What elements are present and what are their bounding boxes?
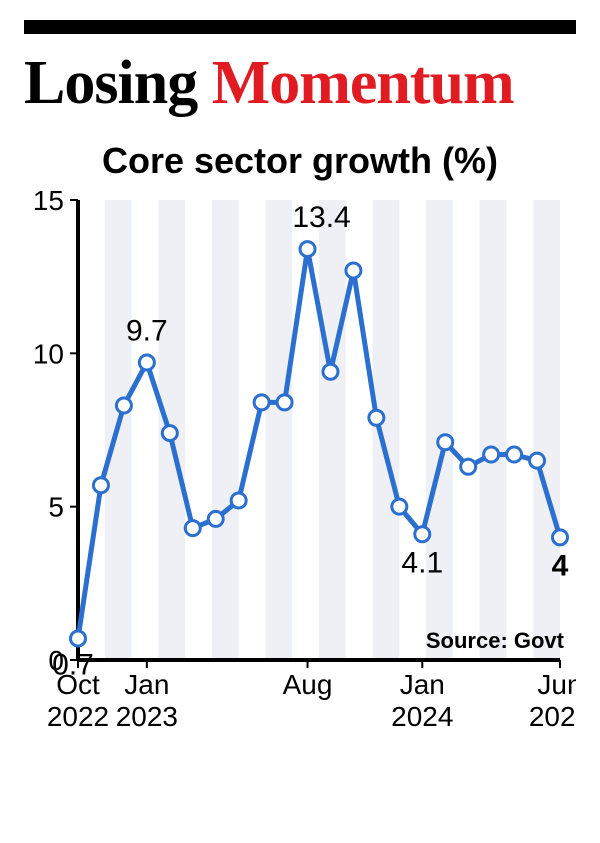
svg-text:10: 10 [33,338,64,369]
svg-text:5: 5 [48,492,64,523]
svg-text:4.1: 4.1 [401,546,443,579]
top-rule [24,20,576,34]
svg-text:15: 15 [33,190,64,216]
svg-text:2022: 2022 [47,701,109,732]
svg-text:4: 4 [552,549,569,582]
svg-text:13.4: 13.4 [292,201,350,234]
chart-subtitle: Core sector growth (%) [24,140,576,182]
svg-text:2023: 2023 [116,701,178,732]
svg-text:Jan: Jan [400,669,445,700]
headline-word-1: Losing [24,49,197,117]
svg-text:2024: 2024 [391,701,453,732]
svg-text:Oct: Oct [56,669,100,700]
infographic-container: Losing Momentum Core sector growth (%) 0… [24,20,576,823]
line-chart: 0510150.79.713.44.14Oct2022Jan2023AugJan… [24,190,576,750]
chart-area: 0510150.79.713.44.14Oct2022Jan2023AugJan… [24,190,576,750]
svg-text:Jun: Jun [537,669,576,700]
svg-text:9.7: 9.7 [126,315,168,348]
source-text: Source: Govt [426,628,564,654]
svg-text:Aug: Aug [283,669,333,700]
headline-word-2: Momentum [212,49,514,117]
svg-text:Jan: Jan [124,669,169,700]
headline: Losing Momentum [24,52,576,114]
svg-text:2024: 2024 [529,701,576,732]
